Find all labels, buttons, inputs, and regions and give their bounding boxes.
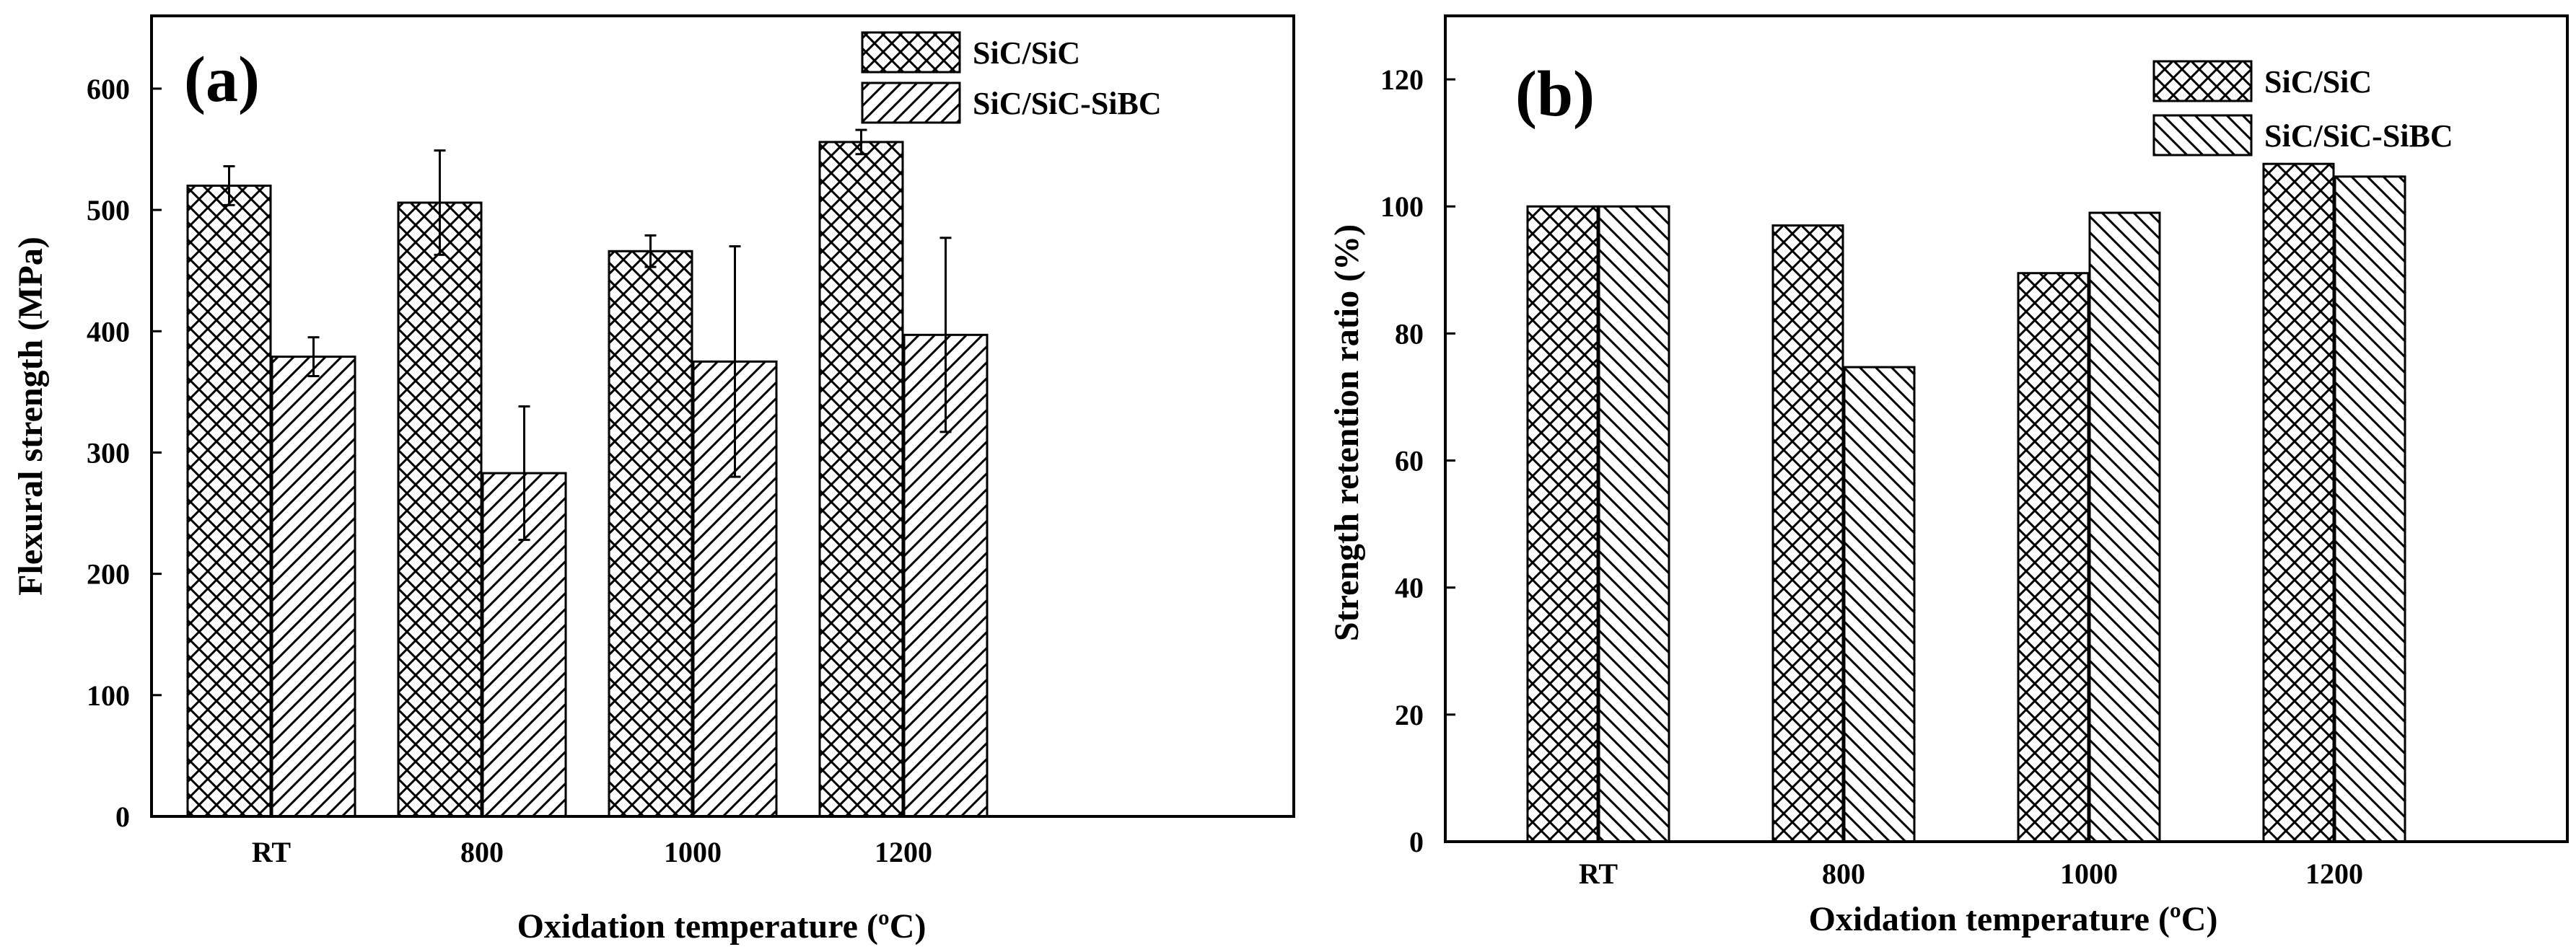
legend-swatch-sic-sic-a [861, 31, 961, 74]
x-tick-label-a-1200: 1200 [875, 836, 932, 868]
plot-area-b [1444, 14, 2569, 843]
chart-panel-a: 0 100 200 300 400 500 600 RT 800 1000 1200 (a) Fle… [12, 14, 1295, 946]
y-tick-label-a: 200 [87, 558, 130, 591]
legend-label-sic-sibc-a: SiC/SiC-SiBC [973, 86, 1162, 121]
x-tick-label-a-RT: RT [252, 836, 291, 868]
y-tick-label-a: 600 [87, 73, 130, 105]
panel-label-a: (a) [184, 44, 260, 115]
bar-a-s0-1200 [818, 141, 904, 818]
y-tick-label-a: 100 [87, 679, 130, 712]
y-tick-label-b: 80 [1395, 317, 1424, 350]
legend-swatch-sic-sibc-b [2152, 114, 2253, 157]
bar-b-s0-800 [1771, 224, 1844, 843]
bar-b-s0-RT [1526, 205, 1599, 843]
legend-label-sic-sic-b: SiC/SiC [2264, 64, 2372, 100]
bar-a-s1-RT [271, 356, 356, 818]
x-tick-label-b-1200: 1200 [2305, 858, 2363, 890]
bar-a-s0-RT [186, 184, 272, 818]
x-tick-label-b-RT: RT [1579, 858, 1618, 890]
legend-b: SiC/SiC SiC/SiC-SiBC [2152, 60, 2453, 157]
bar-b-s1-800 [1843, 366, 1916, 843]
y-tick-label-b: 120 [1380, 63, 1424, 96]
y-axis-title-b: Strength retention ratio (%) [1328, 224, 1366, 641]
x-tick-label-a-1000: 1000 [664, 836, 722, 868]
legend-a: SiC/SiC SiC/SiC-SiBC [861, 31, 1162, 124]
panel-label-b: (b) [1515, 58, 1595, 130]
x-tick-label-b-1000: 1000 [2060, 858, 2118, 890]
y-tick-label-a: 0 [115, 801, 130, 833]
y-tick-label-b: 40 [1395, 572, 1424, 604]
y-tick-label-b: 100 [1380, 190, 1424, 223]
legend-swatch-sic-sic-b [2152, 60, 2253, 102]
bar-b-s1-1000 [2088, 211, 2161, 843]
bar-b-s0-1200 [2262, 162, 2335, 843]
bar-b-s0-1000 [2017, 272, 2090, 843]
bar-a-s0-1000 [608, 250, 693, 818]
y-tick-label-a: 400 [87, 315, 130, 348]
x-tick-label-b-800: 800 [1822, 858, 1865, 890]
marks-a: 0 100 200 300 400 500 600 RT 800 1000 1200 [87, 73, 989, 868]
legend-label-sic-sibc-b: SiC/SiC-SiBC [2264, 118, 2453, 154]
marks-b: 0 20 40 60 80 100 120 RT 800 1000 1200 [1380, 63, 2406, 890]
bar-b-s1-1200 [2334, 175, 2406, 843]
y-tick-label-b: 20 [1395, 699, 1424, 731]
y-tick-label-b: 60 [1395, 445, 1424, 477]
x-axis-title-b: Oxidation temperature (ºC) [1809, 900, 2218, 938]
y-axis-title-a: Flexural strength (MPa) [12, 237, 50, 596]
y-tick-label-b: 0 [1409, 826, 1424, 858]
bar-b-s1-RT [1598, 205, 1670, 843]
chart-panel-b: 0 20 40 60 80 100 120 RT 800 1000 1200 (b) Strengt… [1328, 14, 2569, 938]
y-tick-label-a: 500 [87, 194, 130, 226]
legend-label-sic-sic-a: SiC/SiC [973, 35, 1080, 71]
y-tick-label-a: 300 [87, 436, 130, 469]
x-tick-label-a-800: 800 [460, 836, 504, 868]
bar-a-s0-800 [397, 201, 483, 818]
x-axis-title-a: Oxidation temperature (ºC) [517, 907, 926, 946]
legend-swatch-sic-sibc-a [861, 81, 961, 124]
